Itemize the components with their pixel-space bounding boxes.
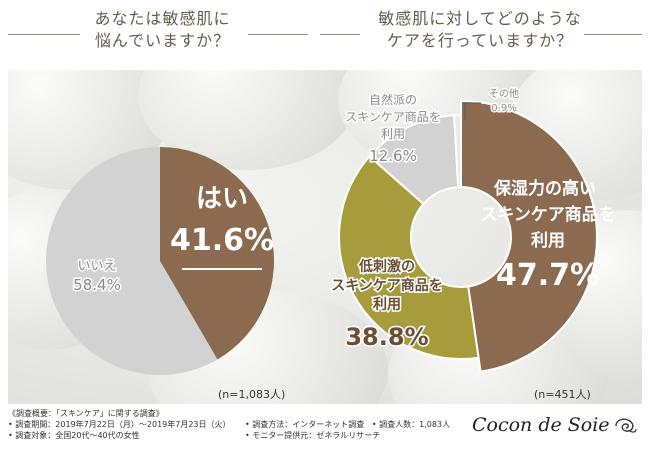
donut-slice-3 xyxy=(453,113,462,189)
survey-target: • 調査対象：全国20代〜40代の女性 xyxy=(8,431,140,440)
sample-size-right: (n=451人) xyxy=(534,388,591,401)
slice-value-natural: 12.6% xyxy=(369,147,417,165)
donut-slice-1 xyxy=(338,154,480,360)
question-right-line2: ケアを行っていますか？ xyxy=(386,31,574,50)
divider-line xyxy=(248,34,308,35)
question-left: あなたは敏感肌に 悩んでいますか？ xyxy=(20,8,305,52)
slice-value-yes: 41.6% xyxy=(170,223,274,258)
pie-slice-1 xyxy=(45,147,218,375)
survey-count: • 調査人数：1,083人 xyxy=(371,420,451,429)
leader-line-other xyxy=(464,102,481,120)
donut-slice-0 xyxy=(460,99,598,373)
survey-method: • 調査方法：インターネット調査 xyxy=(245,420,365,429)
slice-label-moisture: スキンケア商品を xyxy=(480,204,616,225)
slice-label-natural: 利用 xyxy=(381,127,405,141)
question-right: 敏感肌に対してどのような ケアを行っていますか？ xyxy=(330,8,630,52)
pie-slice-0 xyxy=(160,147,274,360)
slice-label-low-irritant: 低刺激の xyxy=(358,258,415,275)
slice-label-other: その他 xyxy=(489,87,519,100)
survey-summary: 《調査概要：「スキンケア」に関する調査》 • 調査期間：2019年7月22日（月… xyxy=(8,408,231,441)
divider-line xyxy=(584,34,642,35)
slice-label-yes: はい xyxy=(196,184,248,214)
slice-label-moisture: 利用 xyxy=(531,230,565,251)
brand-logo-text: Cocon de Soie xyxy=(472,414,610,436)
slice-label-moisture: 保湿力の高い xyxy=(493,178,596,199)
slice-value-moisture: 47.7% xyxy=(496,258,600,293)
slice-label-low-irritant: スキンケア商品を xyxy=(331,277,443,294)
cocoon-swirl-icon xyxy=(615,418,637,433)
survey-provider: • モニター提供元：ゼネラルリサーチ xyxy=(245,431,381,440)
slice-label-no: いいえ xyxy=(77,259,116,274)
survey-summary-title: 《調査概要：「スキンケア」に関する調査》 xyxy=(8,409,164,418)
slice-label-natural: 自然派の xyxy=(369,92,417,107)
sample-size-left: (n=1,083人) xyxy=(218,388,286,401)
survey-period: • 調査期間：2019年7月22日（月）〜2019年7月23日（火） xyxy=(8,420,231,429)
question-left-line1: あなたは敏感肌に xyxy=(94,9,231,28)
slice-label-natural: スキンケア商品を xyxy=(345,109,441,124)
question-left-line2: 悩んでいますか？ xyxy=(94,31,231,50)
slice-value-no: 58.4% xyxy=(73,276,121,294)
survey-summary-col2: • 調査方法：インターネット調査 • 調査人数：1,083人 • モニター提供元… xyxy=(245,419,450,441)
slice-label-low-irritant: 利用 xyxy=(373,296,401,313)
question-right-line1: 敏感肌に対してどのような xyxy=(378,9,582,28)
divider-line xyxy=(8,34,80,35)
divider-line xyxy=(320,34,360,35)
slice-value-other: 0.9% xyxy=(491,103,516,114)
slice-value-low-irritant: 38.8% xyxy=(345,323,428,351)
